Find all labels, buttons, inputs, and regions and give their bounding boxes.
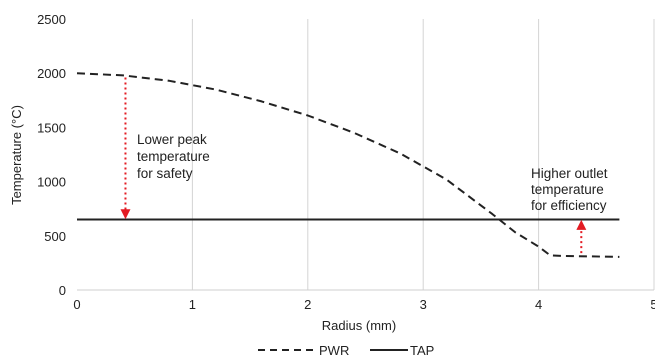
series-layer (76, 72, 620, 258)
annotation-lower-peak-line-2: temperature (137, 149, 210, 164)
y-tick-label-0: 0 (59, 283, 66, 298)
grid (191, 19, 655, 290)
legend-label-pwr: PWR (319, 343, 349, 357)
x-tick-label-2: 2 (304, 297, 311, 312)
annotation-lower-peak: Lower peak temperature for safety (137, 132, 214, 181)
x-tick-label-4: 4 (535, 297, 542, 312)
x-tick-label-5: 5 (650, 297, 655, 312)
y-tick-label-500: 500 (44, 229, 66, 244)
annotation-higher-outlet-line-1: Higher outlet (531, 166, 608, 181)
annotation-lower-peak-line-1: Lower peak (137, 132, 207, 147)
y-axis-title: Temperature (°C) (9, 105, 24, 205)
y-tick-label-2000: 2000 (37, 66, 66, 81)
annotation-higher-outlet: Higher outlet temperature for efficiency (531, 166, 611, 213)
x-axis-title: Radius (mm) (322, 318, 396, 333)
y-tick-label-1000: 1000 (37, 175, 66, 190)
x-tick-label-3: 3 (420, 297, 427, 312)
x-tick-label-0: 0 (73, 297, 80, 312)
annotation-higher-outlet-line-3: for efficiency (531, 198, 607, 213)
axes: 0 1 2 3 4 5 0 500 1000 1500 2000 2500 (37, 12, 655, 312)
annotation-higher-outlet-line-2: temperature (531, 182, 604, 197)
legend: PWR TAP (258, 343, 434, 357)
series-line-pwr (76, 72, 620, 258)
y-tick-label-1500: 1500 (37, 120, 66, 135)
x-tick-label-1: 1 (189, 297, 196, 312)
legend-label-tap: TAP (410, 343, 434, 357)
y-tick-label-2500: 2500 (37, 12, 66, 27)
annotation-lower-peak-line-3: for safety (137, 166, 193, 181)
annotation-arrows (120, 77, 587, 254)
